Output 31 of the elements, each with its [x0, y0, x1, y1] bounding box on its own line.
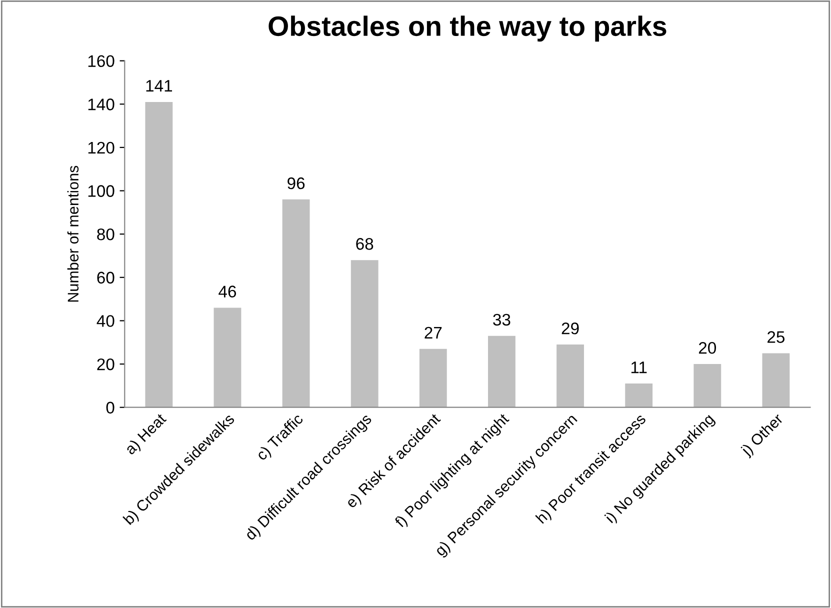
y-tick-label: 60 [97, 272, 114, 284]
data-label: 27 [424, 326, 442, 338]
bar [350, 260, 378, 408]
data-label: 20 [698, 342, 716, 354]
bar [145, 102, 173, 408]
y-tick-label: 140 [88, 98, 114, 110]
bar [625, 384, 653, 408]
data-label: 33 [493, 314, 510, 326]
y-tick-label: 100 [88, 185, 114, 197]
y-tick-label: 160 [88, 55, 114, 68]
bar [419, 348, 447, 408]
y-axis-title: Number of mentions [67, 166, 79, 302]
data-label: 96 [288, 177, 305, 190]
y-tick-label: 40 [96, 315, 114, 327]
data-label: 11 [631, 362, 647, 374]
bar [762, 353, 790, 408]
data-label: 141 [146, 80, 172, 92]
data-label: 46 [218, 286, 236, 298]
data-label: 68 [356, 238, 374, 250]
y-tick-label: 0 [106, 402, 114, 414]
data-label: 25 [768, 331, 785, 343]
bar [556, 344, 584, 408]
data-label: 29 [562, 322, 579, 334]
y-tick-label: 20 [97, 358, 114, 370]
bar [282, 199, 310, 408]
bar [214, 308, 242, 408]
bar [488, 336, 516, 408]
y-tick-label: 120 [88, 142, 114, 154]
y-tick-label: 80 [97, 228, 114, 240]
chart-title: Obstacles on the way to parks [268, 16, 666, 42]
bar [694, 364, 722, 408]
